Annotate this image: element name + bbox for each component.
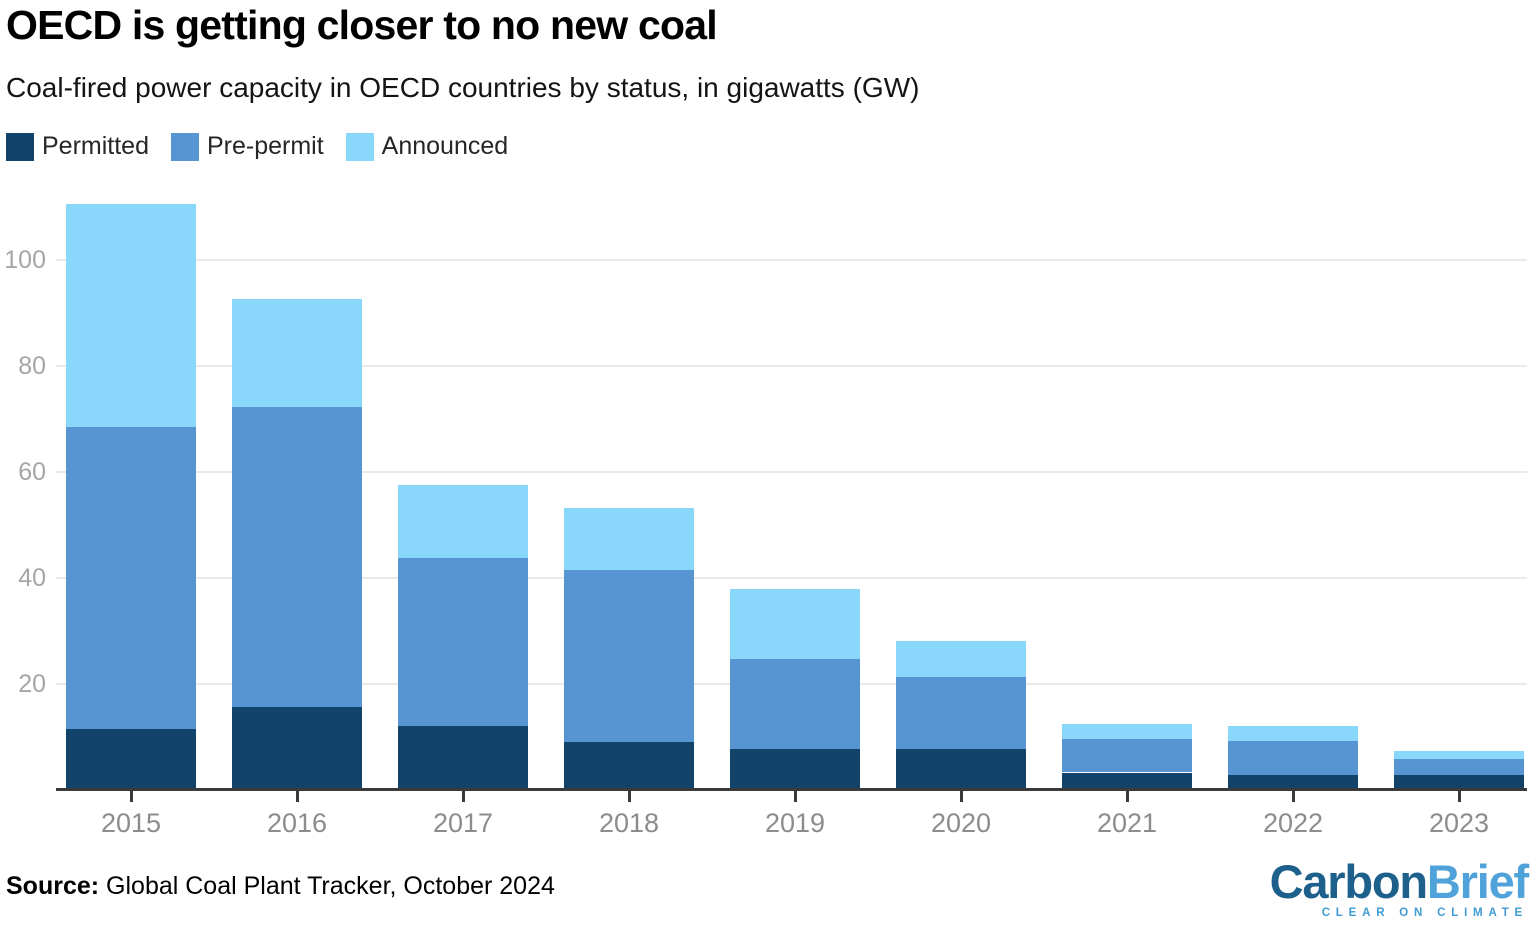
gridline-40 bbox=[56, 577, 1527, 579]
y-tick-label-80: 80 bbox=[18, 352, 46, 380]
y-tick-label-100: 100 bbox=[4, 246, 46, 274]
legend: Permitted Pre-permit Announced bbox=[6, 132, 508, 161]
x-tick-label-2020: 2020 bbox=[930, 808, 992, 838]
x-axis-tick-2017 bbox=[461, 791, 465, 802]
legend-item-permitted: Permitted bbox=[6, 132, 149, 161]
bar-2019-pre-permit bbox=[730, 658, 860, 750]
bar-2018-announced bbox=[564, 507, 694, 571]
source-label: Source: bbox=[6, 872, 100, 900]
logo-part-carbon: Carbon bbox=[1269, 855, 1429, 908]
logo-part-brief: Brief bbox=[1426, 855, 1529, 908]
source-note: Source: Global Coal Plant Tracker, Octob… bbox=[6, 872, 555, 901]
x-axis-tick-2023 bbox=[1457, 791, 1461, 802]
legend-swatch-pre-permit bbox=[170, 132, 199, 161]
y-tick-label-60: 60 bbox=[18, 458, 46, 486]
bar-2015-announced bbox=[66, 203, 196, 428]
bar-2021-permitted bbox=[1062, 772, 1192, 790]
x-tick-label-2016: 2016 bbox=[266, 808, 328, 838]
bar-2015-pre-permit bbox=[66, 427, 196, 729]
x-tick-label-2017: 2017 bbox=[432, 808, 494, 838]
x-tick-label-2023: 2023 bbox=[1428, 808, 1490, 838]
bar-2016-permitted bbox=[232, 707, 362, 790]
gridline-100 bbox=[56, 259, 1527, 261]
x-tick-label-2018: 2018 bbox=[598, 808, 660, 838]
bar-2018-permitted bbox=[564, 741, 694, 790]
carbonbrief-logo-wordmark: CarbonBrief bbox=[1269, 855, 1530, 908]
bar-2017-announced bbox=[398, 484, 528, 559]
x-axis-tick-2015 bbox=[129, 791, 133, 802]
x-axis-tick-2019 bbox=[793, 791, 797, 802]
gridline-60 bbox=[56, 471, 1527, 473]
carbonbrief-logo: CarbonBrief CLEAR ON CLIMATE bbox=[1269, 855, 1530, 920]
bar-2022-permitted bbox=[1228, 775, 1358, 790]
logo-tagline: CLEAR ON CLIMATE bbox=[1321, 907, 1528, 919]
bar-2020-permitted bbox=[896, 749, 1026, 790]
bar-2019-announced bbox=[730, 589, 860, 659]
gridline-80 bbox=[56, 365, 1527, 367]
legend-item-announced: Announced bbox=[345, 132, 509, 161]
x-axis-tick-2022 bbox=[1291, 791, 1295, 802]
bar-2016-announced bbox=[232, 299, 362, 407]
chart-subtitle: Coal-fired power capacity in OECD countr… bbox=[6, 72, 920, 103]
bar-2017-pre-permit bbox=[398, 558, 528, 726]
x-tick-label-2019: 2019 bbox=[764, 808, 826, 838]
bar-2020-pre-permit bbox=[896, 677, 1026, 750]
legend-swatch-announced bbox=[345, 132, 374, 161]
bar-2021-announced bbox=[1062, 724, 1192, 740]
bar-2016-pre-permit bbox=[232, 406, 362, 708]
bar-2020-announced bbox=[896, 641, 1026, 678]
x-axis-tick-2020 bbox=[959, 791, 963, 802]
y-tick-label-20: 20 bbox=[18, 670, 46, 698]
legend-label-announced: Announced bbox=[381, 132, 509, 160]
bar-2022-announced bbox=[1228, 725, 1358, 742]
bar-2023-permitted bbox=[1394, 774, 1524, 790]
bar-2019-permitted bbox=[730, 749, 860, 790]
x-axis-tick-2016 bbox=[295, 791, 299, 802]
chart-title: OECD is getting closer to no new coal bbox=[6, 2, 718, 48]
x-axis-tick-2018 bbox=[627, 791, 631, 802]
y-tick-label-40: 40 bbox=[18, 564, 46, 592]
x-axis-tick-2021 bbox=[1125, 791, 1129, 802]
source-text: Global Coal Plant Tracker, October 2024 bbox=[99, 872, 555, 900]
bar-2023-pre-permit bbox=[1394, 759, 1524, 775]
legend-swatch-permitted bbox=[6, 132, 34, 161]
bar-2023-announced bbox=[1394, 750, 1524, 760]
bar-2015-permitted bbox=[66, 728, 196, 790]
x-tick-label-2021: 2021 bbox=[1096, 808, 1158, 838]
bar-2021-pre-permit bbox=[1062, 739, 1192, 773]
legend-label-permitted: Permitted bbox=[42, 132, 149, 160]
legend-item-pre-permit: Pre-permit bbox=[170, 132, 324, 161]
bar-2018-pre-permit bbox=[564, 570, 694, 742]
bar-2022-pre-permit bbox=[1228, 741, 1358, 776]
x-tick-label-2022: 2022 bbox=[1262, 808, 1324, 838]
x-axis-baseline bbox=[56, 788, 1527, 791]
bar-2017-permitted bbox=[398, 725, 528, 790]
legend-label-pre-permit: Pre-permit bbox=[206, 132, 324, 160]
x-tick-label-2015: 2015 bbox=[100, 808, 162, 838]
